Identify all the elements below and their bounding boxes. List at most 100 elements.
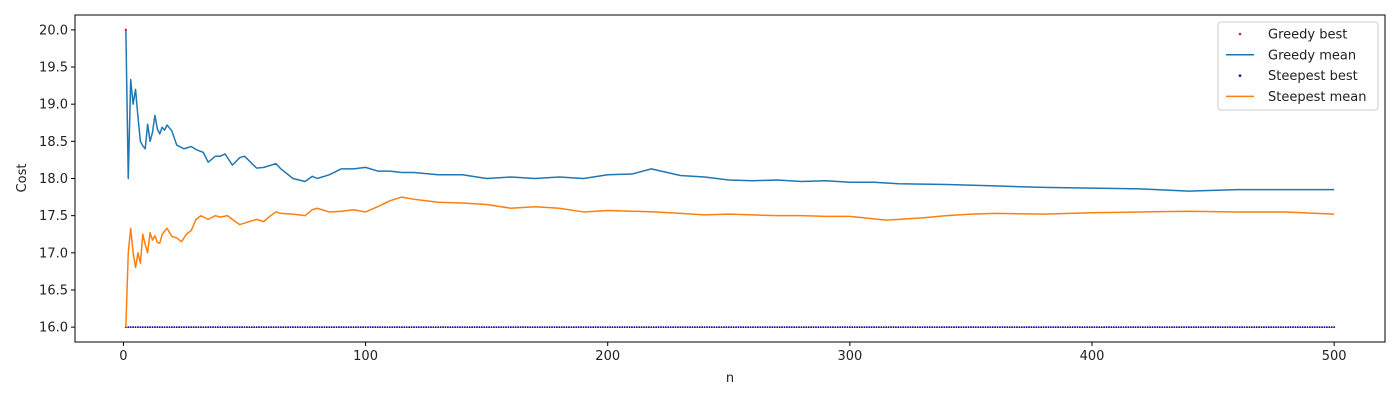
data-point <box>1185 326 1188 329</box>
y-axis: 16.0 16.5 17.0 17.5 18.0 18.5 19.0 19.5 20.0 <box>39 23 75 336</box>
data-point <box>916 326 919 329</box>
data-point <box>200 326 202 329</box>
data-point <box>282 326 285 329</box>
data-point <box>633 326 636 329</box>
data-point <box>202 326 205 329</box>
data-point <box>381 326 384 329</box>
y-tick-label: 20.0 <box>39 23 68 38</box>
data-point <box>413 326 415 329</box>
data-point <box>861 326 863 329</box>
data-point <box>999 326 1001 329</box>
data-point <box>500 326 503 329</box>
data-point <box>640 326 643 329</box>
data-point <box>170 326 173 329</box>
data-point <box>330 326 333 329</box>
data-point <box>134 326 137 329</box>
data-point <box>156 326 159 329</box>
data-point <box>805 326 808 329</box>
data-point <box>417 326 420 329</box>
data-point <box>146 326 149 329</box>
data-point <box>829 326 832 329</box>
data-point <box>393 326 396 329</box>
data-point <box>519 326 522 329</box>
data-point <box>1178 326 1181 329</box>
data-point <box>1057 326 1060 329</box>
data-point <box>141 326 144 329</box>
data-point <box>907 326 909 329</box>
legend-marker-swatch <box>1238 32 1242 36</box>
data-point <box>885 326 888 329</box>
data-point <box>599 326 602 329</box>
data-point <box>364 326 367 329</box>
data-point <box>214 326 217 329</box>
data-point <box>1139 326 1142 329</box>
data-point <box>909 326 912 329</box>
data-point <box>405 326 408 329</box>
data-point <box>340 326 343 329</box>
data-point <box>1301 326 1304 329</box>
data-point <box>1224 326 1227 329</box>
data-point <box>1197 326 1200 329</box>
data-point <box>1241 326 1244 329</box>
data-point <box>940 326 943 329</box>
data-point <box>899 326 902 329</box>
data-point <box>1108 326 1110 329</box>
data-point <box>292 326 294 329</box>
data-point <box>647 326 650 329</box>
data-point <box>614 326 616 329</box>
data-point <box>367 326 369 329</box>
data-point <box>786 326 788 329</box>
data-point <box>195 326 197 329</box>
data-point <box>151 326 154 329</box>
data-point <box>1064 326 1067 329</box>
data-point <box>677 326 679 329</box>
data-point <box>655 326 658 329</box>
data-point <box>541 326 544 329</box>
data-point <box>207 326 210 329</box>
data-point <box>1212 326 1214 329</box>
data-point <box>216 326 219 329</box>
data-point <box>539 326 541 329</box>
data-point <box>287 326 289 329</box>
data-point <box>585 326 587 329</box>
data-point <box>616 326 619 329</box>
data-point <box>1229 326 1231 329</box>
y-tick-label: 18.0 <box>39 172 68 187</box>
data-point <box>863 326 866 329</box>
data-point <box>812 326 815 329</box>
data-point <box>669 326 672 329</box>
data-point <box>1093 326 1096 329</box>
data-point <box>921 326 924 329</box>
data-point <box>1035 326 1038 329</box>
x-axis: 0 100 200 300 400 500 <box>119 342 1347 364</box>
data-point <box>509 326 512 329</box>
data-point <box>1183 326 1185 329</box>
data-point <box>713 326 716 329</box>
data-point <box>255 326 258 329</box>
data-point <box>132 326 135 329</box>
data-point <box>1287 326 1290 329</box>
data-point <box>277 326 280 329</box>
data-point <box>1253 326 1256 329</box>
data-point <box>359 326 362 329</box>
data-point <box>950 326 953 329</box>
data-point <box>1318 326 1321 329</box>
data-point <box>311 326 314 329</box>
data-point <box>1243 326 1246 329</box>
data-point <box>955 326 958 329</box>
data-point <box>1195 326 1198 329</box>
data-point <box>127 326 130 329</box>
data-point <box>810 326 813 329</box>
data-point <box>723 326 725 329</box>
data-point <box>1175 326 1178 329</box>
data-point <box>1125 326 1127 329</box>
data-point <box>308 326 311 329</box>
data-point <box>735 326 737 329</box>
data-point <box>493 326 495 329</box>
legend-item: Greedy mean <box>1226 48 1356 63</box>
data-point <box>776 326 779 329</box>
data-point <box>1173 326 1176 329</box>
data-point <box>1304 326 1306 329</box>
data-point <box>1294 326 1297 329</box>
data-point <box>483 326 486 329</box>
